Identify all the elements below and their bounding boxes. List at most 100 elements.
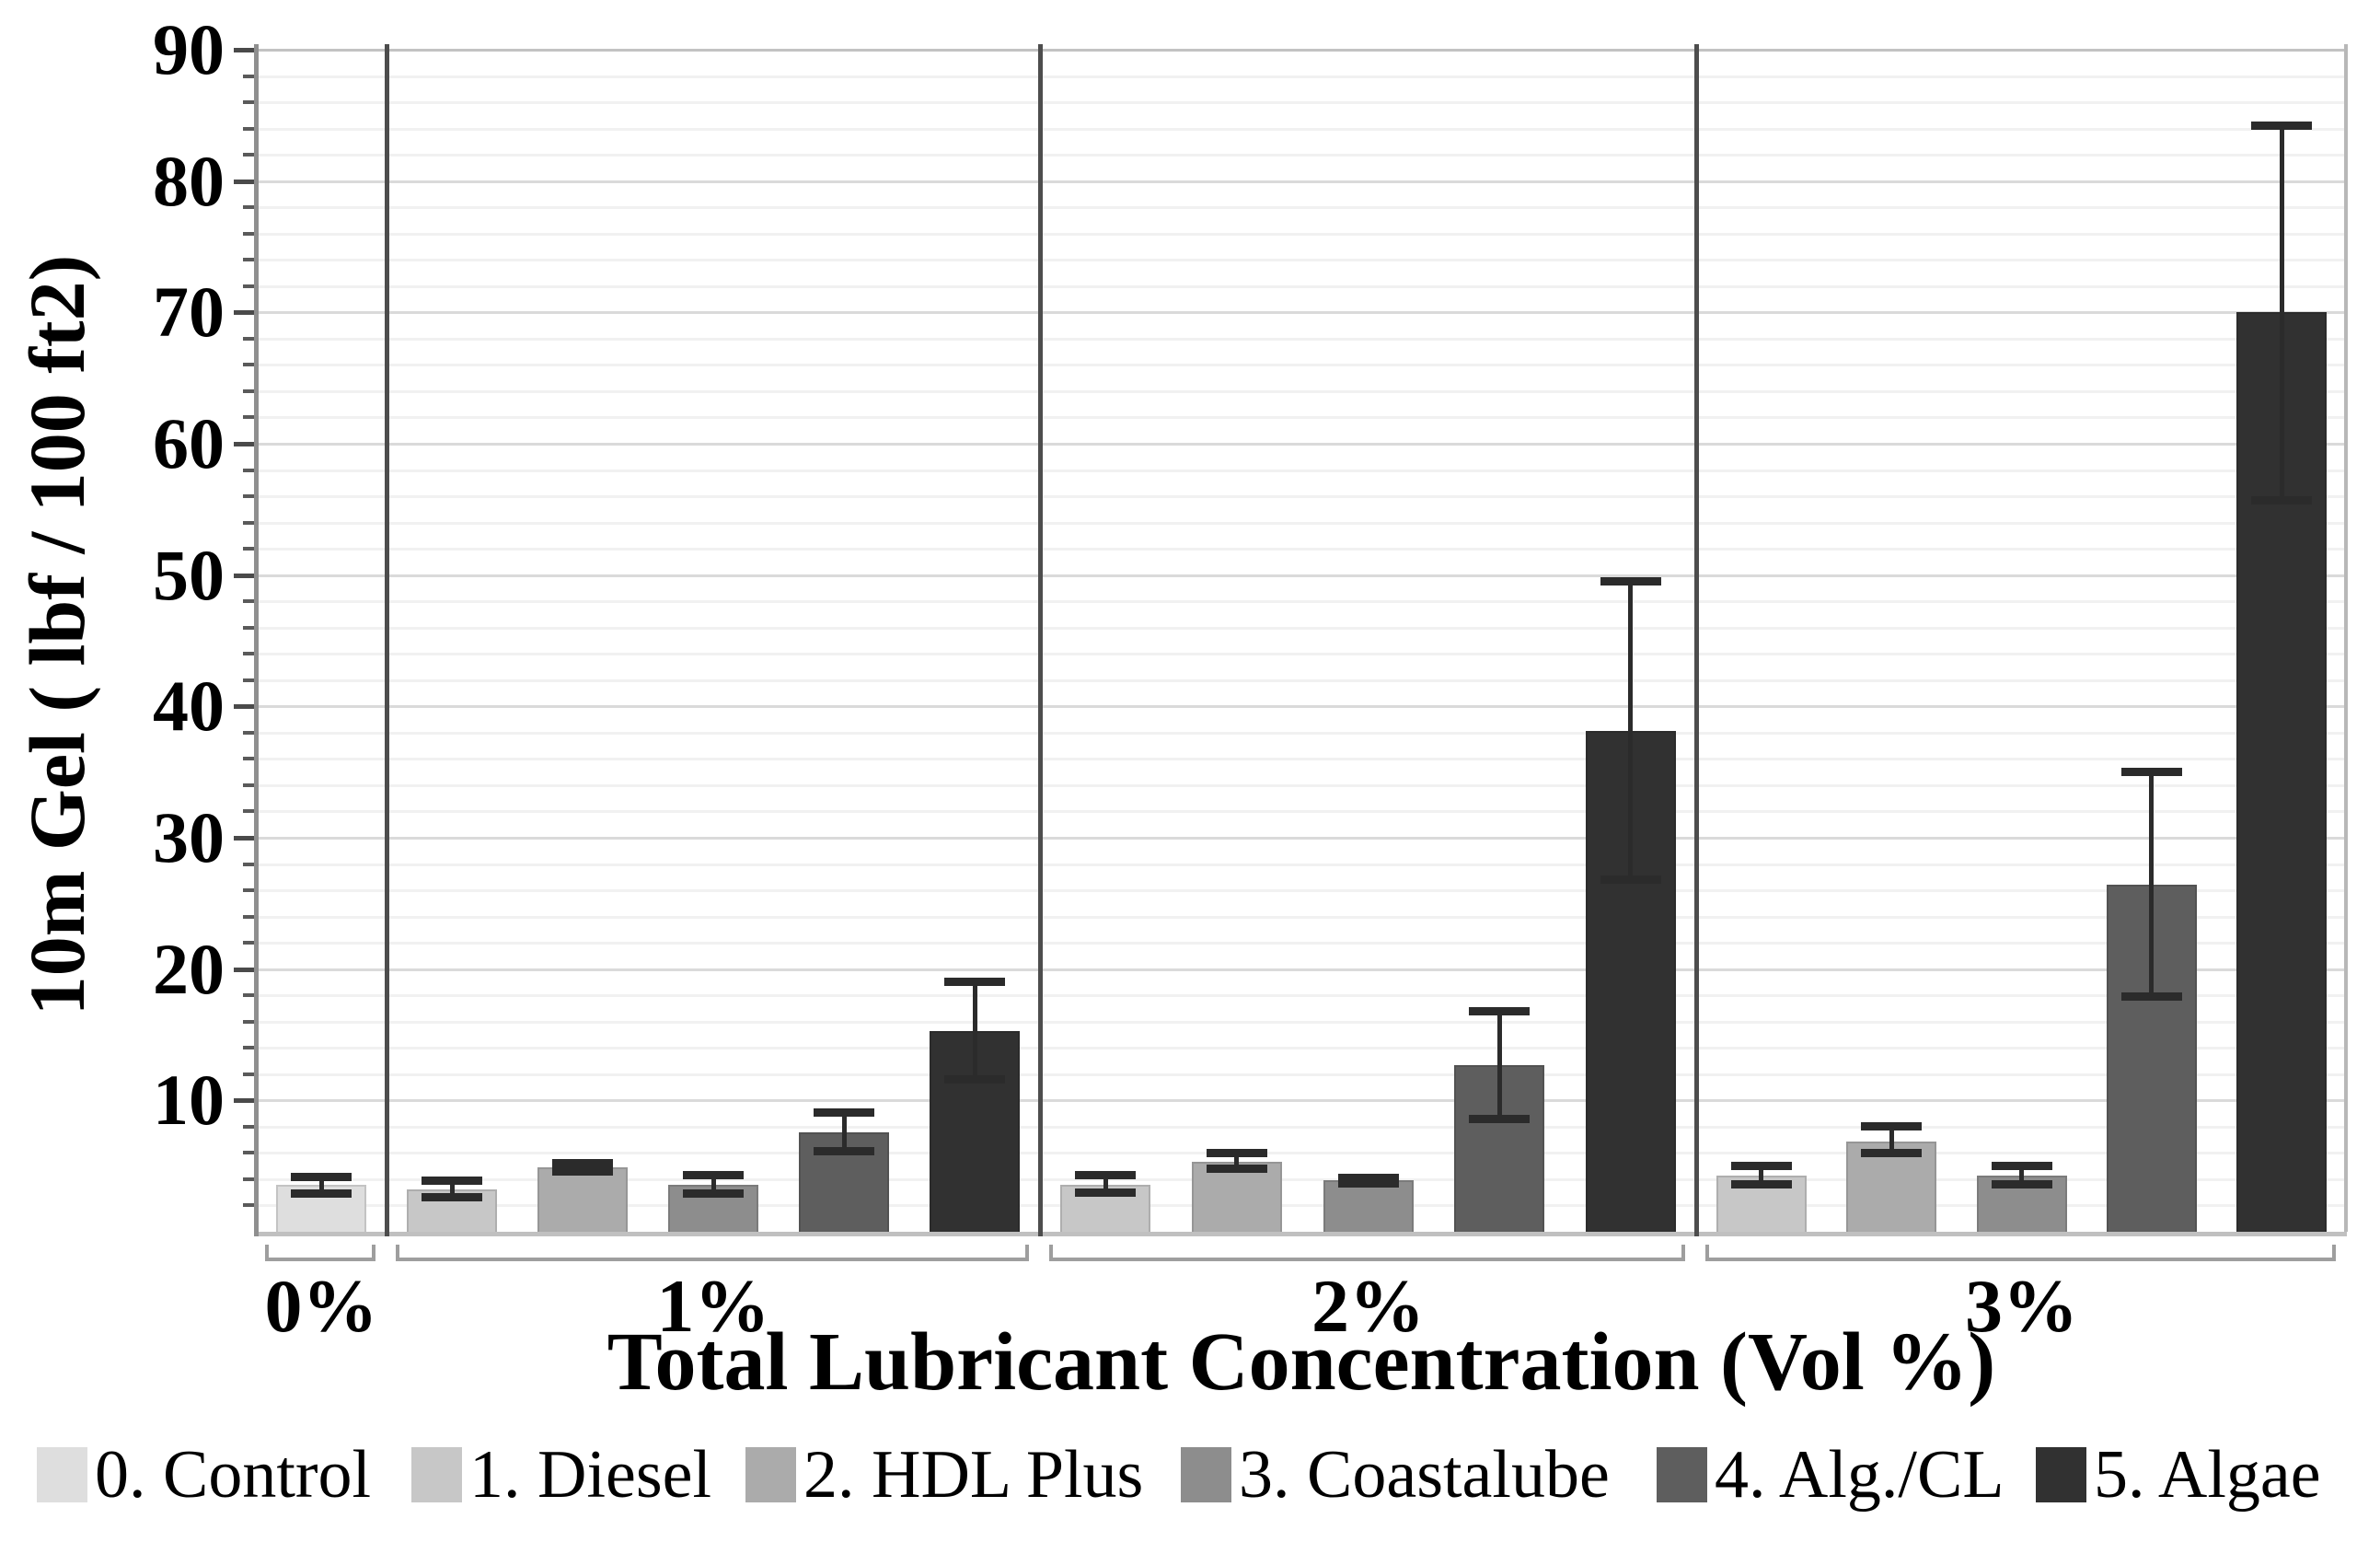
error-bar-cap-top — [552, 1159, 613, 1168]
error-bar-cap-bottom — [552, 1166, 613, 1176]
legend-item: 3. Coastalube — [1181, 1441, 1610, 1509]
minor-gridline — [256, 678, 2347, 682]
y-minor-tick — [243, 730, 254, 735]
y-minor-tick — [243, 862, 254, 866]
plot-right-border — [2344, 44, 2348, 1232]
bar — [537, 1167, 628, 1232]
error-bar-stem — [1103, 1175, 1108, 1193]
legend-swatch — [1181, 1447, 1231, 1502]
error-bar-cap-bottom — [1075, 1188, 1137, 1197]
legend-label: 3. Coastalube — [1239, 1437, 1610, 1513]
x-group-label: 2% — [1311, 1264, 1425, 1348]
legend-swatch — [2036, 1447, 2086, 1502]
x-group-bracket-line — [396, 1258, 1029, 1261]
y-major-tick — [234, 573, 254, 578]
minor-gridline — [256, 1072, 2347, 1076]
minor-gridline — [256, 364, 2347, 367]
legend-item: 4. Alg./CL — [1657, 1441, 2005, 1509]
minor-gridline — [256, 600, 2347, 604]
minor-gridline — [256, 758, 2347, 761]
y-tick-label: 30 — [153, 797, 225, 877]
minor-gridline — [256, 783, 2347, 787]
y-minor-tick — [243, 1203, 254, 1208]
legend-item: 0. Control — [37, 1441, 371, 1509]
minor-gridline — [256, 626, 2347, 630]
y-major-tick — [234, 179, 254, 184]
y-tick-label: 20 — [153, 928, 225, 1009]
legend-item: 1. Diesel — [411, 1441, 711, 1509]
y-minor-tick — [243, 74, 254, 78]
y-minor-tick — [243, 599, 254, 604]
y-minor-tick — [243, 415, 254, 420]
minor-gridline — [256, 915, 2347, 919]
legend-swatch — [37, 1447, 87, 1502]
error-bar-stem — [711, 1175, 716, 1194]
minor-gridline — [256, 521, 2347, 525]
major-gridline — [256, 705, 2347, 709]
error-bar-cap-top — [1730, 1162, 1792, 1171]
x-axis-line — [256, 1232, 2347, 1236]
error-bar-stem — [2149, 771, 2155, 997]
x-group-bracket-hook-right — [2332, 1245, 2336, 1261]
major-gridline — [256, 1099, 2347, 1103]
y-minor-tick — [243, 231, 254, 236]
error-bar-cap-top — [1991, 1162, 2052, 1171]
y-tick-label: 70 — [153, 272, 225, 353]
major-gridline — [256, 443, 2347, 446]
group-divider-line — [385, 44, 389, 1236]
y-minor-tick — [243, 757, 254, 761]
error-bar-cap-top — [1600, 577, 1661, 586]
y-major-tick — [234, 836, 254, 841]
major-gridline — [256, 574, 2347, 577]
error-bar-cap-top — [291, 1172, 352, 1181]
major-gridline — [256, 837, 2347, 840]
minor-gridline — [256, 863, 2347, 866]
error-bar-cap-bottom — [2120, 992, 2182, 1002]
minor-gridline — [256, 259, 2347, 262]
error-bar-stem — [1496, 1011, 1502, 1119]
y-tick-label: 50 — [153, 534, 225, 615]
minor-gridline — [256, 942, 2347, 945]
error-bar-stem — [318, 1177, 324, 1194]
error-bar-stem — [841, 1112, 847, 1152]
error-bar-cap-bottom — [683, 1189, 744, 1199]
error-bar-cap-top — [683, 1171, 744, 1180]
group-divider-line — [1694, 44, 1699, 1236]
y-minor-tick — [243, 888, 254, 893]
error-bar-cap-bottom — [291, 1189, 352, 1199]
error-bar-cap-bottom — [1600, 875, 1661, 885]
legend-item: 2. HDL Plus — [745, 1441, 1143, 1509]
error-bar-cap-bottom — [2251, 495, 2313, 504]
y-tick-label: 60 — [153, 403, 225, 483]
x-axis-title: Total Lubricant Concentration (Vol %) — [607, 1316, 1996, 1408]
error-bar-cap-bottom — [814, 1147, 874, 1156]
y-minor-tick — [243, 625, 254, 630]
y-minor-tick — [243, 468, 254, 472]
error-bar-cap-bottom — [1730, 1180, 1792, 1189]
x-group-bracket-hook-left — [1705, 1245, 1709, 1261]
error-bar-cap-bottom — [1206, 1165, 1267, 1174]
legend-label: 2. HDL Plus — [803, 1437, 1144, 1513]
y-axis-line — [254, 44, 259, 1236]
minor-gridline — [256, 810, 2347, 814]
group-divider-line — [1038, 44, 1043, 1236]
error-bar-cap-bottom — [422, 1193, 482, 1202]
y-minor-tick — [243, 336, 254, 341]
error-bar-cap-top — [2120, 768, 2182, 777]
x-group-label: 3% — [1965, 1264, 2078, 1348]
legend-swatch — [1657, 1447, 1707, 1502]
error-bar-stem — [1889, 1126, 1894, 1154]
bar — [1323, 1180, 1414, 1232]
error-bar-cap-top — [944, 978, 1005, 987]
minor-gridline — [256, 653, 2347, 656]
y-minor-tick — [243, 914, 254, 919]
y-minor-tick — [243, 1177, 254, 1181]
minor-gridline — [256, 337, 2347, 341]
y-major-tick — [234, 1098, 254, 1104]
minor-gridline — [256, 389, 2347, 393]
y-minor-tick — [243, 783, 254, 787]
minor-gridline — [256, 1047, 2347, 1050]
x-group-bracket-hook-left — [265, 1245, 269, 1261]
minor-gridline — [256, 1177, 2347, 1181]
y-minor-tick — [243, 547, 254, 551]
